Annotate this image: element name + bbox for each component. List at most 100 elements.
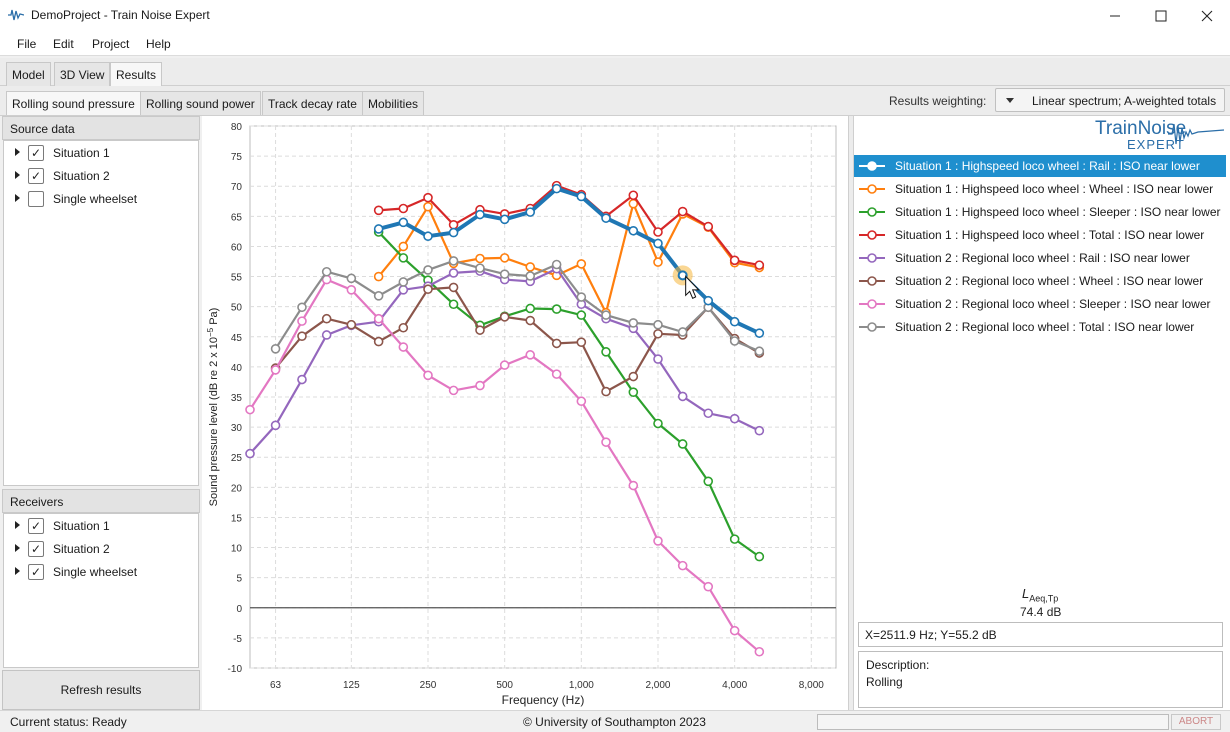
description-label: Description: <box>866 658 930 672</box>
data-point <box>346 319 357 330</box>
data-point <box>653 227 663 237</box>
data-point <box>423 284 433 295</box>
data-point <box>423 265 433 275</box>
minimize-icon <box>1110 15 1120 17</box>
data-point <box>448 299 459 310</box>
source-situation-2-checkbox[interactable]: ✓ <box>28 168 44 184</box>
legend-item[interactable]: Situation 2 : Regional loco wheel : Whee… <box>854 270 1226 292</box>
data-point <box>576 259 587 269</box>
y-tick-label: 50 <box>231 303 243 314</box>
data-point <box>448 256 459 266</box>
tab-track-decay-rate[interactable]: Track decay rate <box>262 91 363 115</box>
status-bar: Current status: Ready © University of So… <box>0 710 1230 732</box>
expand-arrow-icon[interactable] <box>15 194 20 202</box>
data-point <box>653 257 663 267</box>
data-point <box>398 342 409 352</box>
data-point <box>297 331 307 341</box>
legend-item[interactable]: Situation 1 : Highspeed loco wheel : Rai… <box>854 155 1226 177</box>
legend-item[interactable]: Situation 1 : Highspeed loco wheel : Sle… <box>854 201 1226 223</box>
tab-3d-view[interactable]: 3D View <box>54 62 111 86</box>
menu-edit[interactable]: Edit <box>53 37 74 51</box>
data-point <box>398 217 409 228</box>
legend-item[interactable]: Situation 1 : Highspeed loco wheel : Whe… <box>854 178 1226 200</box>
data-point <box>423 370 433 381</box>
menu-file[interactable]: File <box>17 37 37 51</box>
abort-button[interactable]: ABORT <box>1171 714 1221 730</box>
tab-results[interactable]: Results <box>110 62 163 86</box>
laeq-symbol: L <box>1022 586 1030 601</box>
source-item-situation-1[interactable]: ✓ Situation 1 <box>4 143 194 163</box>
refresh-results-button[interactable]: Refresh results <box>2 670 200 710</box>
data-point <box>703 295 714 306</box>
tab-mobilities[interactable]: Mobilities <box>362 91 425 115</box>
results-weighting-select[interactable]: Linear spectrum; A-weighted totals <box>995 88 1225 112</box>
tab-rolling-sound-power[interactable]: Rolling sound power <box>140 91 261 115</box>
legend-item-label: Situation 1 : Highspeed loco wheel : Rai… <box>895 159 1200 173</box>
data-point <box>525 207 536 217</box>
data-point <box>551 183 562 194</box>
logo-text-line1: TrainNoise <box>1095 118 1186 139</box>
data-point <box>754 646 765 657</box>
legend-swatch-icon <box>859 322 885 332</box>
close-button[interactable] <box>1184 0 1230 32</box>
source-item-label: Situation 2 <box>53 169 110 183</box>
expand-arrow-icon[interactable] <box>15 171 20 179</box>
expand-arrow-icon[interactable] <box>15 567 20 575</box>
data-point <box>423 201 433 212</box>
title-bar: DemoProject - Train Noise Expert <box>0 0 1230 32</box>
data-point <box>653 418 663 429</box>
data-point <box>475 253 485 264</box>
data-point <box>373 271 384 282</box>
laeq-label: LAeq,Tp <box>1022 586 1058 603</box>
source-item-situation-2[interactable]: ✓ Situation 2 <box>4 166 194 186</box>
receiver-item-single-wheelset[interactable]: ✓ Single wheelset <box>4 562 194 582</box>
legend-item[interactable]: Situation 2 : Regional loco wheel : Slee… <box>854 293 1226 315</box>
mouse-cursor-icon <box>685 275 700 300</box>
data-point <box>499 253 510 263</box>
progress-bar <box>817 714 1169 730</box>
data-point <box>677 206 688 217</box>
data-point <box>601 310 611 320</box>
legend-item[interactable]: Situation 2 : Regional loco wheel : Tota… <box>854 316 1226 338</box>
legend-item[interactable]: Situation 2 : Regional loco wheel : Rail… <box>854 247 1226 269</box>
results-weighting-label: Results weighting: <box>889 94 987 108</box>
source-item-single-wheelset[interactable]: Single wheelset <box>4 189 194 209</box>
source-situation-1-checkbox[interactable]: ✓ <box>28 145 44 161</box>
data-point <box>321 266 332 277</box>
expand-arrow-icon[interactable] <box>15 544 20 552</box>
menu-help[interactable]: Help <box>146 37 171 51</box>
receiver-situation-1-checkbox[interactable]: ✓ <box>28 518 44 534</box>
data-point <box>525 350 536 360</box>
data-point <box>729 255 740 266</box>
data-point <box>373 336 384 347</box>
spectrum-chart[interactable]: -10 -5 0 5 10 15 20 25 30 35 40 45 50 55 60 65 70 75 80 63 1… <box>202 116 848 710</box>
y-tick-label: 55 <box>231 273 243 284</box>
data-point <box>628 318 639 328</box>
minimize-button[interactable] <box>1092 0 1138 32</box>
expand-arrow-icon[interactable] <box>15 521 20 529</box>
receiver-item-situation-2[interactable]: ✓ Situation 2 <box>4 539 194 559</box>
source-item-label: Situation 1 <box>53 146 110 160</box>
data-point <box>576 337 587 347</box>
receiver-situation-2-checkbox[interactable]: ✓ <box>28 541 44 557</box>
data-point <box>297 374 307 385</box>
status-text: Current status: Ready <box>10 715 127 729</box>
receiver-single-wheelset-checkbox[interactable]: ✓ <box>28 564 44 580</box>
y-tick-label: 45 <box>231 333 243 344</box>
maximize-button[interactable] <box>1138 0 1184 32</box>
y-tick-label: 25 <box>231 453 243 464</box>
data-point <box>297 302 307 313</box>
tab-rolling-sound-pressure[interactable]: Rolling sound pressure <box>6 91 141 115</box>
receiver-item-situation-1[interactable]: ✓ Situation 1 <box>4 516 194 536</box>
data-point <box>373 205 384 216</box>
menu-project[interactable]: Project <box>92 37 130 51</box>
chevron-down-icon <box>1006 98 1014 103</box>
plot-area <box>249 125 837 669</box>
expand-arrow-icon[interactable] <box>15 148 20 156</box>
panel-splitter[interactable] <box>848 116 854 710</box>
data-point <box>601 213 611 223</box>
tab-model[interactable]: Model <box>6 62 51 86</box>
source-single-wheelset-checkbox[interactable] <box>28 191 44 207</box>
legend-item[interactable]: Situation 1 : Highspeed loco wheel : Tot… <box>854 224 1226 246</box>
data-point <box>448 219 459 230</box>
